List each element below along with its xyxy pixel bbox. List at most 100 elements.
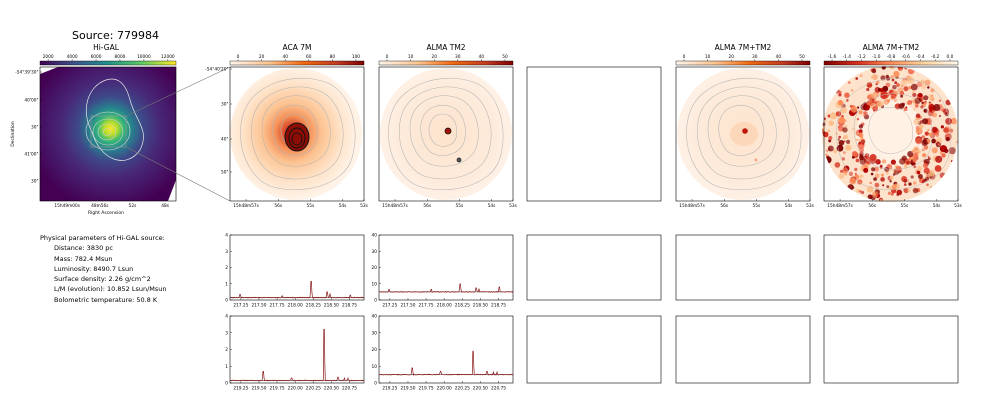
alma-tm2-colorbar-ticks: 0 10 20 30 40 50 [386,54,508,61]
x-tick-label: 54s [339,203,347,209]
higal-blank-corner [168,180,176,201]
x-tick-label: 218.50 [473,303,488,309]
colorbar-tick-label: -0.8 [887,54,896,60]
speckle-blob [931,147,938,154]
speckle-blob [849,105,853,108]
y-tick-label: 0 [374,381,377,387]
speckle-blob [928,169,935,177]
y-tick-label: 4 [225,233,228,239]
x-tick-label: 53s [954,203,962,209]
speckle-blob [894,81,898,84]
x-tick-label: 220.00 [437,386,452,392]
speckle-blob [889,180,892,183]
colorbar-tick-label: 10 [705,54,711,60]
x-tick-label: 218.00 [437,303,452,309]
info-line-luminosity: Luminosity: 8490.7 Lsun [54,265,134,273]
colorbar-tick-label: -1.6 [828,54,837,60]
speckle-blob [913,165,917,169]
y-tick-label: 10 [372,364,378,370]
y-tick-label: 40 [372,314,378,320]
x-tick-label: 48m56s [91,203,109,209]
alma-tm2-compact-source [444,127,452,135]
speckle-blob [900,94,903,98]
info-line-mass: Mass: 782.4 Msun [54,255,113,263]
speckle-blob [827,129,831,133]
x-tick-label: 56s [274,203,282,209]
colorbar-tick-label: -1.4 [843,54,852,60]
speckle-blob [898,103,905,109]
x-tick-label: 218.00 [288,303,303,309]
alma-combined-compact-source [754,158,758,162]
colorbar-tick-label: -0.4 [916,54,925,60]
speckle-blob [941,153,946,158]
speckle-blob [857,106,860,109]
x-tick-label: 48s [161,203,169,209]
colorbar-tick-label: -1.2 [857,54,866,60]
speckle-blob [923,145,929,150]
speckle-blob [896,189,903,196]
colorbar-tick-label: 60 [306,54,312,60]
x-tick-label: 15h49m00s [54,203,80,209]
speckle-blob [881,66,886,70]
alma-combined-panel: ALMA 7M+TM2 0 10 20 30 40 50 15h48m57s 56s 55s 5… [675,43,815,209]
speckle-blob [887,191,892,195]
figure-title: Source: 779984 [72,29,159,42]
y-tick-label: 30" [31,179,38,185]
speckle-blob [880,177,885,182]
colorbar-tick-label: 50 [502,54,508,60]
speckle-blob [943,127,949,133]
speckle-blob [858,110,863,115]
y-tick-label: 0 [225,298,228,304]
y-tick-label: 1 [225,364,228,370]
speckle-blob [838,140,845,146]
speckle-blob [935,155,943,163]
x-tick-label: 219.75 [419,386,434,392]
speckle-blob [871,68,877,74]
speckle-blob [826,149,829,152]
alma-combined-colorbar-ticks: 0 10 20 30 40 50 [683,54,805,61]
x-tick-label: 54s [488,203,496,209]
speckle-blob [848,81,851,84]
speckle-blob [855,188,860,193]
y-tick-label: 40'00" [24,98,38,104]
speckle-blob [892,184,897,190]
speckle-blob [843,151,846,155]
speckle-blob [906,160,911,165]
speckle-blob [856,118,860,121]
speckle-blob [837,99,844,106]
y-tick-label: 20 [372,347,378,353]
speckle-blob [854,167,858,172]
speckle-blob [913,108,916,111]
info-line-distance: Distance: 3830 pc [54,244,113,252]
x-tick-label: 219.25 [382,386,397,392]
speckle-blob [855,77,858,80]
speckle-blob [860,135,864,139]
speckle-blob [869,99,873,103]
speckle-blob [923,178,927,182]
speckle-blob [822,128,825,132]
speckle-blob [873,177,877,181]
speckle-blob [892,84,897,90]
colorbar-tick-label: 20 [431,54,437,60]
speckle-blob [913,145,920,153]
alma-combined-2-title: ALMA 7M+TM2 [863,43,920,52]
speckle-blob [885,82,891,88]
x-tick-label: 53s [360,203,368,209]
speckle-blob [828,135,833,141]
empty-spectrum-panel [526,234,662,301]
x-tick-label: 55s [901,203,909,209]
speckle-blob [837,138,840,141]
higal-x-ticks: 15h49m00s 48m56s 52s 48s [54,199,170,209]
speckle-blob [858,124,864,129]
alma-combined-2-x-ticks: 15h48m57s 56s 55s 54s 53s [827,199,963,209]
higal-image [40,67,176,201]
colorbar-tick-label: 6000 [91,54,102,60]
speckle-blob [944,149,948,153]
alma-tm2-colorbar [378,60,514,66]
speckle-blob [921,148,925,152]
speckle-blob [855,158,860,163]
speckle-blob [899,68,902,72]
speckle-blob [875,159,881,165]
